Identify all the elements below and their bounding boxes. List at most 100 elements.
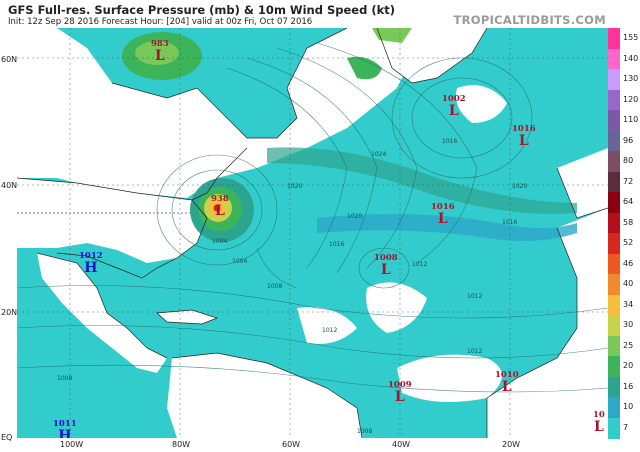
colorbar-label: 130 [623,74,639,84]
colorbar-segment [608,28,620,49]
system-letter: L [518,132,529,149]
low-pressure-marker: 1010 L [495,371,519,394]
africa-west [487,208,608,438]
colorbar-label: 58 [623,217,634,227]
hurricane-low-marker: 938 L [211,195,229,218]
colorbar-segment [608,417,620,439]
graticule [17,28,608,438]
system-letter: L [501,378,512,395]
low-pressure-marker: 1002 L [442,95,466,118]
colorbar-label: 72 [623,176,634,186]
isobar-label: 1016 [502,219,517,226]
colorbar-segment [608,110,620,131]
central-america [37,253,167,373]
colorbar-segment [608,69,620,90]
low-pressure-marker: 983 L [151,40,169,63]
pressure-value: 1016 [512,124,536,134]
lon-tick-label: 40W [392,440,411,449]
colorbar-segment [608,212,620,234]
lon-tick-label: 60W [282,440,301,449]
colorbar-label: 7 [623,422,629,432]
colorbar-segment [608,171,620,193]
calm-areas [17,28,608,438]
pressure-value: 1012 [79,251,103,261]
colorbar-segment [608,397,620,418]
wind-band-northeast [267,147,577,214]
isobar-label: 1024 [371,151,386,158]
colorbar-segment [608,376,620,398]
low-pressure-marker: 1016 L [512,125,536,148]
calm-ocean-4 [237,404,347,438]
low-pressure-marker: 1008 L [374,254,398,277]
colorbar-segment [608,151,620,172]
colorbar-label: 64 [623,197,634,207]
colorbar-segment [608,130,620,152]
wind-band-atlantic [317,214,577,242]
wind-band-greenland [347,56,382,80]
isobar-label: 1004 [232,258,247,265]
map-canvas: 1024 1020 1020 1016 1016 1012 1012 1012 … [17,28,608,438]
colorbar-segment [608,315,620,336]
isobar-label: 1008 [267,283,282,290]
calm-ocean-3 [456,85,507,123]
colorbar-label: 52 [623,238,634,248]
lon-tick-label: 80W [172,440,191,449]
wind-speed-colorbar [608,28,620,439]
pressure-value: 1016 [431,202,455,212]
colorbar-label: 40 [623,279,634,289]
isobar-label: 1012 [322,327,337,334]
colorbar-label: 25 [623,340,634,350]
colorbar-label: 96 [623,135,634,145]
us-interior [17,178,207,263]
system-letter: L [380,261,391,278]
isobar-label: 1016 [329,241,344,248]
map-title: GFS Full-res. Surface Pressure (mb) & 10… [8,3,395,17]
colorbar-label: 46 [623,258,634,268]
system-letter: H [84,259,98,276]
isobar-label: 1008 [57,375,72,382]
isobar-labels: 1024 1020 1020 1016 1016 1012 1012 1012 … [57,138,527,435]
pressure-value: 1011 [53,419,77,429]
colorbar-label: 34 [623,299,634,309]
map-subtitle: Init: 12z Sep 28 2016 Forecast Hour: [20… [8,17,313,27]
isobar-label: 1012 [467,348,482,355]
colorbar-segment [608,233,620,254]
colorbar-label: 110 [623,115,639,125]
low-pressure-marker: 10 L [593,411,605,434]
colorbar-label: 140 [623,53,639,63]
lon-tick-label: 20W [502,440,521,449]
isobar-label: 1004 [212,238,227,245]
colorbar-label: 20 [623,361,634,371]
colorbar-label: 16 [623,381,634,391]
colorbar-segment [608,192,620,213]
high-pressure-marker: 1011 H [53,420,77,438]
lat-tick-label: 60N [1,55,18,64]
system-letter: L [448,102,459,119]
pressure-value: 983 [151,39,169,49]
greenland [377,28,487,83]
colorbar-segment [608,274,620,295]
isobar-label: 1020 [347,213,362,220]
wind-bands [122,28,577,242]
low-pressure-marker: 1016 L [431,203,455,226]
hurricane-eye [213,204,221,212]
colorbar-label: 10 [623,402,634,412]
pressure-value: 10 [593,410,605,420]
pressure-value: 938 [211,194,229,204]
hudson-low-wind-inner [135,41,179,65]
system-letter: L [214,202,225,219]
lat-tick-label: EQ [1,433,13,442]
isobars [17,42,608,393]
colorbar-label: 30 [623,320,634,330]
lat-tick-label: 20N [1,308,18,317]
europe-corner [557,148,608,218]
colorbar-segment [608,89,620,111]
weather-map: 1024 1020 1020 1016 1016 1012 1012 1012 … [17,28,608,438]
isobar-label: 1012 [412,261,427,268]
brand-watermark: TROPICALTIDBITS.COM [453,13,606,27]
pressure-value: 1010 [495,370,519,380]
colorbar-label: 120 [623,94,639,104]
colorbar-label: 155 [623,33,639,43]
system-letter: L [394,388,405,405]
colorbar-segment [608,335,620,357]
